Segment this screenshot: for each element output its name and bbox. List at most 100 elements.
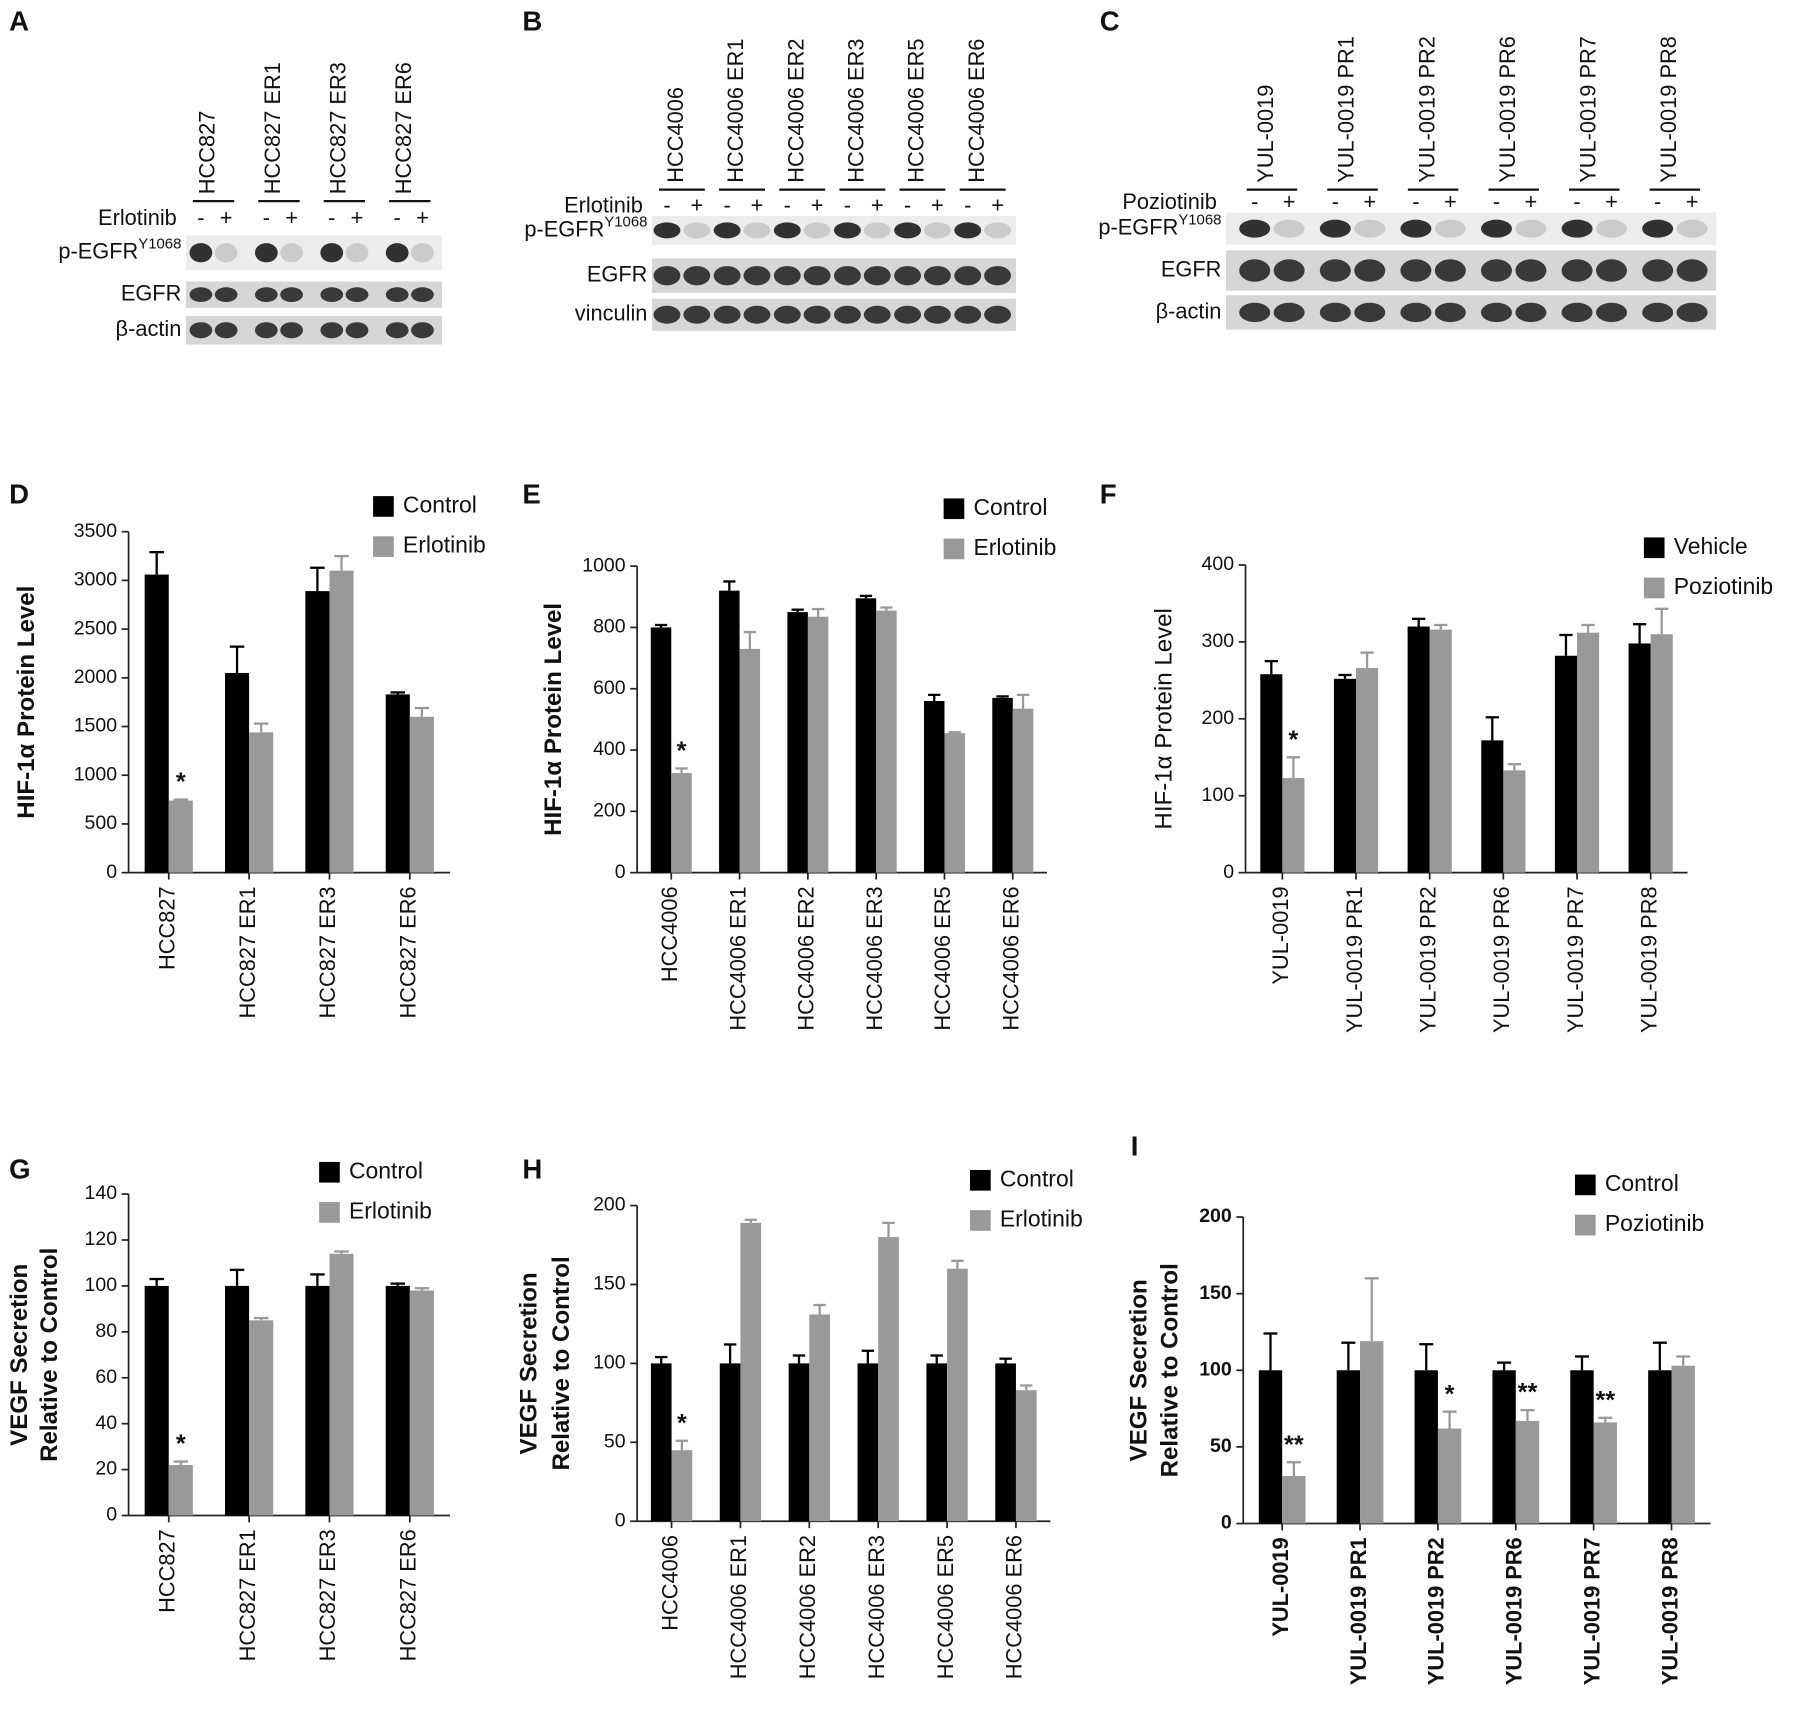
blot-band	[653, 222, 681, 239]
row-label-text: p-EGFR	[524, 216, 604, 241]
y-tick-label: 200	[593, 800, 626, 822]
y-tick-label: 3000	[74, 569, 118, 591]
bar	[144, 574, 169, 873]
treatment-sign: -	[1332, 189, 1339, 214]
blot-band	[894, 305, 922, 324]
x-tick-label: HCC4006	[657, 886, 682, 982]
bar	[305, 1285, 330, 1516]
y-tick-label: 400	[593, 738, 626, 760]
error-bar	[675, 1439, 689, 1451]
error-bar	[930, 1354, 943, 1364]
error-bar	[1507, 763, 1522, 771]
blot-band	[1676, 302, 1708, 323]
bar	[1258, 1370, 1283, 1524]
blot-band	[1273, 219, 1305, 238]
bar	[1282, 778, 1305, 873]
bar	[1336, 1370, 1361, 1524]
error-bar	[723, 1343, 737, 1364]
x-tick-label: HCC827 ER1	[235, 886, 260, 1018]
error-bar	[149, 551, 164, 575]
lane-label: HCC4006 ER5	[904, 39, 929, 183]
x-tick-label: YUL-0019	[1268, 1537, 1293, 1636]
error-bar	[1652, 1341, 1667, 1371]
error-bar	[253, 722, 269, 733]
error-bar	[1655, 607, 1669, 635]
bar	[1515, 1420, 1540, 1524]
legend-swatch	[373, 496, 394, 517]
treatment-sign: -	[663, 193, 670, 218]
y-tick-label: 3500	[74, 520, 118, 542]
blot-band	[773, 222, 801, 239]
blot-band	[923, 266, 951, 286]
error-bar	[1598, 1416, 1613, 1423]
blot-band	[1515, 302, 1547, 323]
treatment-sign: +	[811, 193, 824, 218]
blot-band	[320, 287, 344, 303]
row-label: EGFR	[1161, 256, 1222, 281]
bar	[1360, 1341, 1384, 1524]
y-axis-label: VEGF Secretion	[516, 1272, 543, 1454]
blot-band	[411, 322, 434, 339]
x-tick-label: HCC827	[155, 1529, 180, 1613]
error-bar	[1632, 623, 1647, 644]
blot-band	[1239, 259, 1271, 282]
error-bar	[1434, 623, 1448, 630]
blot-band	[280, 243, 303, 263]
chart: E HIF-1α Protein Level 0 200 400 600 800 1000 HC…	[522, 478, 1056, 1030]
blot-band	[954, 222, 982, 239]
treatment-sign: -	[1412, 189, 1419, 214]
treatment-sign: +	[931, 193, 944, 218]
blot-band	[1596, 259, 1628, 282]
blot-band	[1480, 302, 1512, 323]
blot-band	[743, 266, 771, 286]
bar	[876, 610, 897, 873]
blot-band	[743, 222, 771, 239]
bar	[1012, 708, 1034, 873]
blot-band	[1434, 302, 1466, 323]
legend-swatch	[1643, 577, 1665, 599]
significance-marker: *	[1445, 1380, 1455, 1408]
panel-letter: F	[1100, 478, 1117, 509]
bar	[1648, 1370, 1672, 1524]
bar	[650, 1363, 672, 1522]
blot-band	[1434, 219, 1466, 238]
bar	[1015, 1390, 1037, 1522]
error-bar	[882, 1221, 895, 1238]
bar	[168, 1464, 193, 1516]
treatment-label: Erlotinib	[98, 205, 177, 230]
blot-band	[894, 222, 922, 239]
treatment-sign: +	[871, 193, 884, 218]
lane-label: HCC4006 ER1	[723, 39, 748, 183]
error-bar	[1442, 1410, 1457, 1429]
blot-band	[1239, 219, 1271, 238]
treatment-sign: +	[220, 205, 233, 230]
bar	[1282, 1476, 1306, 1524]
y-tick-label: 50	[1210, 1435, 1232, 1457]
bar	[1356, 668, 1379, 873]
bar	[855, 598, 877, 873]
x-tick-label: HCC827 ER1	[235, 1529, 260, 1661]
blot-strip	[1226, 212, 1717, 245]
bar	[1407, 626, 1430, 873]
y-axis-label: Relative to Control	[548, 1256, 575, 1470]
legend-label: Control	[1605, 1170, 1679, 1196]
error-bar	[1676, 1355, 1691, 1366]
lane-label: HCC4006 ER2	[783, 39, 808, 183]
row-label-superscript: Y1068	[1178, 212, 1221, 229]
bar	[788, 1363, 810, 1522]
error-bar	[414, 706, 430, 717]
treatment-sign: -	[723, 193, 730, 218]
error-bar	[1419, 1343, 1434, 1371]
bar	[1437, 1428, 1462, 1524]
bar	[857, 1363, 879, 1522]
treatment-sign: +	[690, 193, 703, 218]
blot-band	[894, 266, 922, 286]
bar	[740, 1222, 762, 1522]
error-bar	[811, 607, 825, 617]
error-bar	[999, 1357, 1012, 1364]
x-tick-label: HCC827 ER3	[315, 1529, 340, 1661]
blot-band	[1642, 219, 1674, 238]
blot-band	[254, 322, 278, 339]
x-tick-label: HCC827 ER6	[396, 886, 421, 1018]
bar	[249, 732, 274, 873]
